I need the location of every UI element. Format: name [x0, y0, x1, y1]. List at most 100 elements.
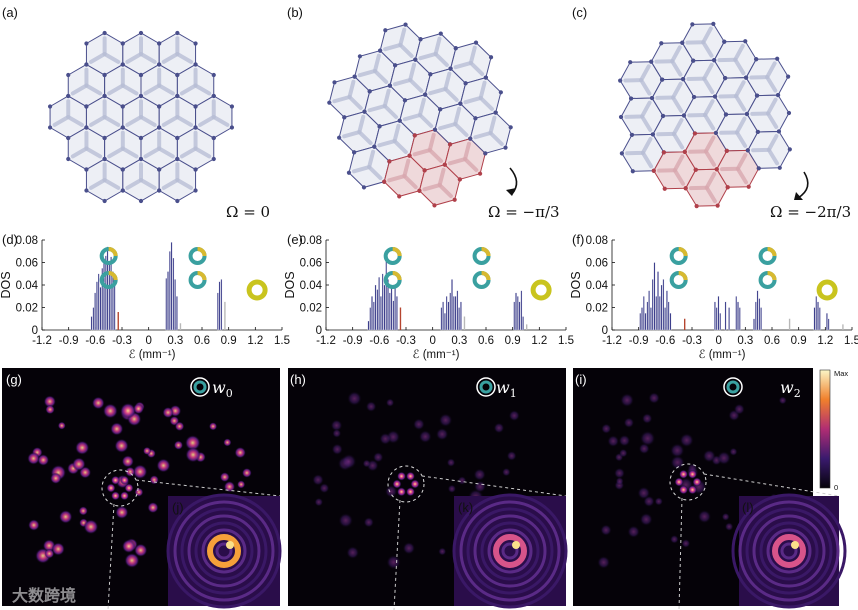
intensity-spot [379, 432, 392, 445]
intensity-spot [697, 509, 712, 524]
intensity-spot [91, 396, 105, 410]
lattice-spoke [418, 97, 426, 117]
x-tick-label: -0.6 [369, 335, 389, 347]
lattice-spoke [703, 113, 716, 131]
focus-spot [688, 469, 697, 479]
lattice-spoke [704, 185, 717, 204]
lattice-site [332, 80, 337, 85]
lattice-site [229, 104, 235, 109]
dos-bar [754, 301, 757, 331]
inset-fringe [745, 507, 833, 595]
lattice-site [756, 166, 761, 171]
lattice-spoke [453, 121, 469, 138]
mode-label-w0: w0 [212, 378, 233, 400]
inset-fringe [501, 542, 519, 560]
dos-bar [390, 284, 393, 331]
inset-fringe [173, 500, 275, 602]
lattice-spoke [478, 80, 487, 100]
intensity-spot [386, 554, 401, 570]
dos-bar [392, 300, 395, 331]
lattice-site [483, 75, 488, 80]
lattice-site [447, 142, 453, 147]
lattice-site [660, 113, 666, 119]
lattice-site [229, 125, 235, 130]
intensity-spot [493, 422, 505, 434]
intensity-spot [501, 467, 511, 477]
lattice-spoke [433, 36, 442, 56]
lattice-spoke [735, 152, 748, 171]
lattice-spoke [418, 51, 438, 61]
lattice-site [724, 148, 729, 153]
y-tick-label: 0 [602, 325, 608, 337]
dos-bar [168, 251, 171, 331]
zoom-circle [101, 469, 139, 507]
intensity-spot [385, 398, 395, 407]
intensity-spot [639, 430, 656, 447]
lattice-site [193, 104, 198, 109]
intensity-spot [639, 512, 653, 526]
inset-hotspot [791, 541, 799, 549]
arrow-head-b [506, 188, 516, 196]
lattice-site [157, 104, 162, 109]
zoom-line [703, 473, 840, 497]
lattice-site [403, 22, 408, 27]
intensity-spot [184, 434, 201, 451]
lattice-spoke [473, 130, 493, 140]
dos-bar [826, 312, 828, 331]
lattice-spoke [342, 130, 362, 139]
lattice-site [175, 93, 180, 99]
lattice-spoke [352, 165, 372, 174]
dos-bar [817, 301, 819, 331]
lattice-spoke [367, 104, 387, 113]
lattice-site [746, 184, 751, 189]
lattice-spoke [670, 45, 682, 64]
inset-fringe [752, 514, 826, 588]
dos-bar [660, 284, 663, 331]
lattice-site [362, 109, 367, 114]
intensity-spot [597, 555, 611, 569]
lattice-site [488, 55, 494, 60]
lattice-site [432, 203, 437, 208]
intensity-spot [132, 464, 148, 480]
intensity-spot [314, 497, 324, 507]
lattice-site [211, 72, 216, 78]
intensity-spot [347, 391, 362, 406]
focus-spot [674, 477, 684, 487]
x-axis-label: ℰ (mm⁻¹) [699, 349, 746, 361]
lattice-site [175, 156, 180, 162]
vortex-ring-segment [108, 271, 118, 281]
intensity-map-h [288, 368, 568, 610]
lattice-spoke [671, 95, 684, 114]
y-axis-label: DOS [283, 271, 297, 298]
intensity-spot [43, 395, 56, 408]
vortex-ring-segment [678, 271, 688, 281]
lattice-spoke [161, 115, 180, 127]
dos-bar [667, 301, 670, 331]
lattice-site [659, 41, 664, 46]
intensity-spot [506, 450, 517, 461]
x-tick-label: 0.6 [764, 335, 780, 347]
zoom-circle [669, 463, 707, 501]
lattice-spoke [367, 165, 383, 181]
dos-bar [738, 307, 741, 331]
lattice-spoke [372, 68, 389, 84]
lattice-site [352, 74, 357, 79]
y-tick-label: 0.02 [586, 303, 608, 315]
dos-bar [655, 296, 658, 331]
inset-fringe [194, 521, 254, 581]
lattice-site [711, 21, 716, 26]
vortex-ring-segment [767, 271, 777, 281]
panel-label-b: (b) [287, 5, 303, 20]
vortex-ring-segment [481, 247, 491, 257]
panel-label-g: (g) [6, 372, 22, 387]
lattice-spoke [88, 115, 107, 127]
intensity-spot [37, 454, 50, 466]
lattice-site [442, 162, 447, 167]
intensity-spot [473, 468, 486, 481]
inset-vortex-ring [493, 534, 527, 568]
focus-spot [679, 485, 688, 495]
dos-bar [99, 287, 102, 331]
lattice-spoke [402, 174, 418, 190]
zoom-line [135, 479, 281, 497]
dos-bar [758, 298, 761, 331]
